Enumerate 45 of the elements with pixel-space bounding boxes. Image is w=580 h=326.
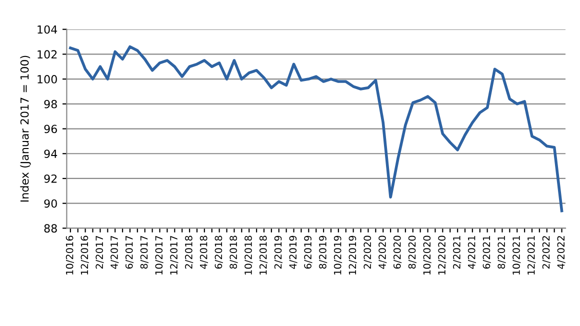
y-tick-label: 100 bbox=[38, 75, 57, 84]
x-tick-label: 8/2020 bbox=[408, 236, 416, 269]
x-tick-label: 4/2021 bbox=[468, 236, 476, 269]
x-tick-label: 6/2018 bbox=[214, 236, 223, 269]
y-tick-label: 102 bbox=[38, 50, 57, 59]
x-tick-label: 8/2018 bbox=[230, 236, 238, 269]
x-tick-label: 6/2019 bbox=[304, 236, 312, 269]
x-tick-label: 4/2022 bbox=[557, 236, 566, 269]
x-tick-label: 10/2016 bbox=[66, 236, 74, 274]
x-tick-label: 10/2021 bbox=[512, 236, 521, 274]
x-tick-label: 2/2020 bbox=[364, 236, 372, 269]
x-tick-label: 8/2017 bbox=[140, 236, 148, 269]
x-tick-label: 2/2021 bbox=[453, 236, 462, 269]
x-tick-label: 8/2021 bbox=[498, 236, 506, 269]
x-tick-label: 12/2016 bbox=[80, 236, 89, 274]
x-tick-label: 2/2019 bbox=[274, 236, 282, 269]
y-tick-label: 104 bbox=[38, 25, 58, 34]
x-tick-label: 12/2018 bbox=[259, 236, 268, 274]
x-tick-label: 6/2021 bbox=[482, 236, 491, 269]
x-tick-label: 2/2018 bbox=[185, 236, 194, 269]
x-tick-label: 12/2019 bbox=[348, 236, 357, 274]
y-tick-label: 98 bbox=[44, 100, 57, 108]
y-tick-label: 88 bbox=[44, 224, 57, 233]
x-tick-label: 12/2020 bbox=[438, 236, 446, 274]
x-tick-label: 4/2020 bbox=[378, 236, 387, 269]
y-axis-title: Index (Januar 2017 = 100) bbox=[20, 56, 31, 202]
x-tick-label: 12/2021 bbox=[527, 236, 536, 274]
y-tick-label: 90 bbox=[44, 199, 57, 208]
x-tick-label: 2/2017 bbox=[96, 236, 104, 269]
x-tick-label: 2/2022 bbox=[542, 236, 550, 269]
x-tick-label: 12/2017 bbox=[170, 236, 178, 274]
y-tick-label: 92 bbox=[44, 174, 57, 183]
x-tick-label: 4/2019 bbox=[289, 236, 298, 269]
x-tick-label: 10/2019 bbox=[334, 236, 342, 274]
x-tick-label: 10/2018 bbox=[244, 236, 253, 274]
x-tick-label: 4/2017 bbox=[110, 236, 119, 269]
x-tick-label: 10/2020 bbox=[423, 236, 432, 274]
y-tick-label: 96 bbox=[44, 124, 57, 134]
x-tick-label: 6/2020 bbox=[393, 236, 402, 269]
x-tick-label: 6/2017 bbox=[125, 236, 134, 269]
x-tick-label: 4/2018 bbox=[200, 236, 208, 269]
x-tick-label: 10/2017 bbox=[155, 236, 164, 274]
x-tick-label: 8/2019 bbox=[319, 236, 328, 269]
y-tick-label: 94 bbox=[44, 150, 58, 158]
line-series bbox=[69, 45, 564, 212]
